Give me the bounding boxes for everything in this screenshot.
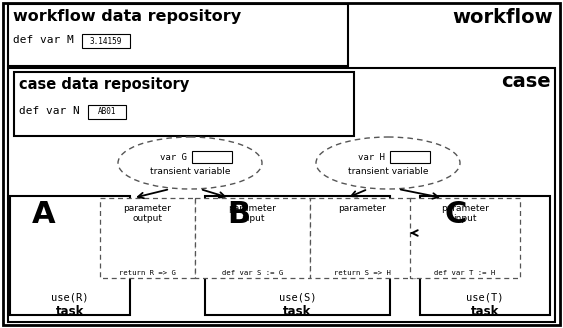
Text: use(S): use(S)	[279, 293, 316, 303]
Text: AB01: AB01	[98, 108, 116, 116]
Bar	[310, 198, 415, 278]
Bar	[8, 4, 348, 66]
Text: transient variable: transient variable	[150, 167, 230, 176]
Text: transient variable: transient variable	[348, 167, 428, 176]
Text: def var M: def var M	[13, 35, 74, 45]
Text: use(R): use(R)	[51, 293, 89, 303]
Ellipse shape	[316, 137, 460, 189]
Bar	[390, 151, 430, 163]
Text: use(T): use(T)	[466, 293, 504, 303]
Text: case: case	[502, 72, 551, 91]
Text: B: B	[227, 200, 250, 229]
Bar	[420, 196, 550, 315]
Bar	[195, 198, 310, 278]
Text: workflow: workflow	[453, 8, 553, 27]
Text: var H: var H	[358, 153, 385, 162]
Text: task: task	[471, 305, 499, 318]
Text: parameter
input: parameter input	[229, 204, 276, 223]
Bar	[10, 196, 130, 315]
Text: task: task	[283, 305, 312, 318]
Bar	[82, 34, 130, 48]
Text: parameter
output: parameter output	[123, 204, 172, 223]
Text: 3.14159: 3.14159	[90, 36, 122, 46]
Text: case data repository: case data repository	[19, 77, 189, 92]
Text: return R => G: return R => G	[119, 270, 176, 276]
Text: def var S := G: def var S := G	[222, 270, 283, 276]
Bar	[14, 72, 354, 136]
Text: def var N: def var N	[19, 106, 80, 116]
Bar	[8, 68, 555, 322]
Text: A: A	[32, 200, 56, 229]
Bar	[88, 105, 126, 119]
Text: parameter
input: parameter input	[441, 204, 489, 223]
Text: workflow data repository: workflow data repository	[13, 9, 241, 24]
Text: var G: var G	[160, 153, 187, 162]
Text: def var T := H: def var T := H	[435, 270, 495, 276]
Ellipse shape	[118, 137, 262, 189]
Bar	[410, 198, 520, 278]
Text: return S => H: return S => H	[334, 270, 391, 276]
Bar	[100, 198, 195, 278]
Text: parameter: parameter	[338, 204, 386, 213]
Bar	[205, 196, 390, 315]
Text: task: task	[56, 305, 84, 318]
Bar	[192, 151, 232, 163]
Text: C: C	[445, 200, 467, 229]
